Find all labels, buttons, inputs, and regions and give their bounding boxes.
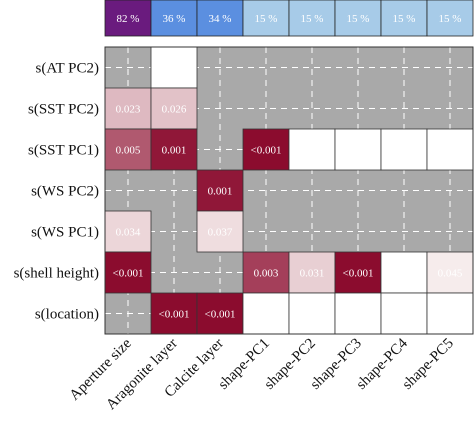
heatmap-cell — [288, 251, 336, 294]
cell-value-label: <0.001 — [113, 268, 144, 280]
heatmap-cell-empty — [288, 292, 336, 335]
cell-value-label: <0.001 — [251, 145, 282, 157]
heatmap-cell-empty — [334, 128, 382, 171]
cell-value-label: 0.023 — [116, 104, 141, 116]
cell-value-label: 0.026 — [162, 104, 187, 116]
cell-value-label: 0.001 — [208, 186, 233, 198]
cell-value-label: 0.003 — [254, 268, 279, 280]
cell-value-label: 0.031 — [300, 268, 325, 280]
heatmap-cell-empty — [380, 292, 428, 335]
percent-label: 15 % — [255, 13, 278, 25]
grid-border — [104, 46, 474, 335]
percent-label: 15 % — [439, 13, 462, 25]
row-label: s(shell height) — [14, 266, 99, 282]
column-label: shape-PC5 — [400, 336, 457, 393]
cell-value-label: <0.001 — [159, 309, 190, 321]
percent-cell — [334, 0, 382, 37]
percent-cell — [150, 0, 198, 37]
heatmap-cell-empty — [380, 251, 428, 294]
percent-cell — [380, 0, 428, 37]
heatmap-cell-empty — [426, 292, 474, 335]
percent-label: 34 % — [209, 13, 232, 25]
heatmap-cell-empty — [380, 128, 428, 171]
percent-cell — [242, 0, 290, 37]
heatmap-cell — [242, 128, 290, 171]
percent-cell — [196, 0, 244, 37]
percent-label: 15 % — [347, 13, 370, 25]
heatmap-cell — [196, 169, 244, 212]
heatmap-cell-empty — [334, 292, 382, 335]
heatmap-cell — [104, 251, 152, 294]
cell-value-label: 0.045 — [438, 268, 463, 280]
cell-value-label: 0.001 — [162, 145, 187, 157]
heatmap-cell — [426, 251, 474, 294]
percent-cell — [426, 0, 474, 37]
heatmap-cell — [150, 87, 198, 130]
row-label: s(WS PC1) — [31, 225, 99, 241]
cell-value-label: 0.034 — [116, 227, 141, 239]
row-label: s(WS PC2) — [31, 184, 99, 200]
row-label: s(SST PC2) — [28, 102, 99, 118]
cell-value-label: <0.001 — [343, 268, 374, 280]
heatmap-cell-empty — [242, 292, 290, 335]
percent-cell — [288, 0, 336, 37]
cell-value-label: <0.001 — [205, 309, 236, 321]
heatmap-cell — [334, 251, 382, 294]
heatmap-cell-empty — [426, 128, 474, 171]
row-label: s(SST PC1) — [28, 143, 99, 159]
percent-cell — [104, 0, 152, 37]
heatmap-cell — [150, 128, 198, 171]
heatmap-cell — [104, 128, 152, 171]
percent-label: 82 % — [117, 13, 140, 25]
row-label: s(location) — [35, 307, 99, 323]
percent-label: 15 % — [301, 13, 324, 25]
row-label: s(AT PC2) — [36, 61, 100, 77]
heatmap-cell — [196, 210, 244, 253]
heatmap-cell — [150, 292, 198, 335]
cell-value-label: 0.005 — [116, 145, 141, 157]
cell-value-label: 0.037 — [208, 227, 233, 239]
heatmap-cell-empty — [288, 128, 336, 171]
percent-label: 15 % — [393, 13, 416, 25]
percent-label: 36 % — [163, 13, 186, 25]
heatmap-cell — [104, 210, 152, 253]
heatmap-cell-empty — [150, 46, 198, 89]
